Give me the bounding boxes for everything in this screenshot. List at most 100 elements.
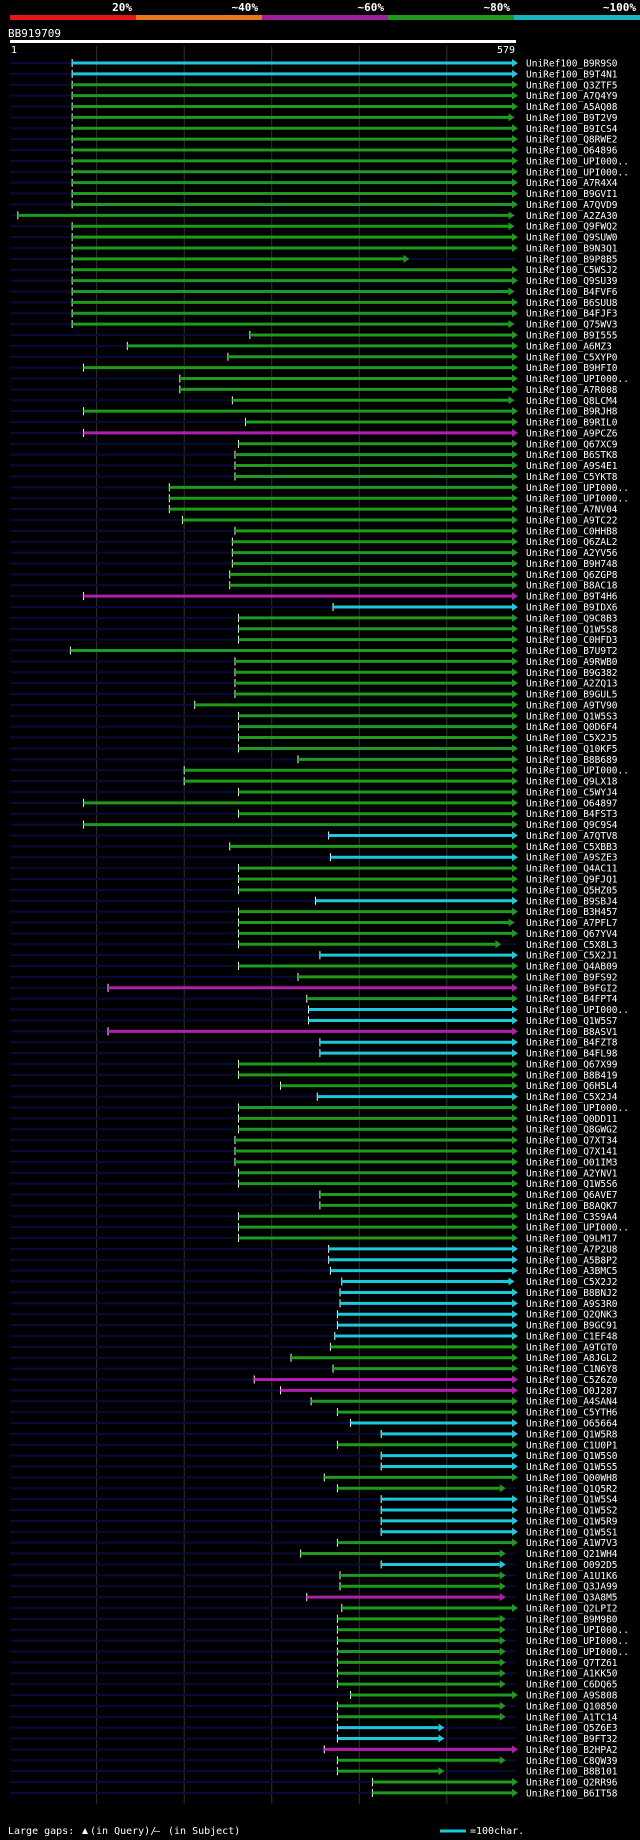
hit-row[interactable]: UniRef100_B9T4N1	[10, 69, 618, 80]
hit-row[interactable]: UniRef100_O0J287	[10, 1386, 618, 1397]
hit-label[interactable]: UniRef100_A7QTV8	[526, 831, 618, 842]
hit-label[interactable]: UniRef100_B2HPA2	[526, 1745, 618, 1756]
hit-label[interactable]: UniRef100_B7U9T2	[526, 646, 618, 657]
hit-label[interactable]: UniRef100_C1EF48	[526, 1331, 618, 1342]
hit-label[interactable]: UniRef100_A9RWB0	[526, 657, 618, 668]
hit-row[interactable]: UniRef100_A9TC22	[10, 515, 618, 526]
hit-label[interactable]: UniRef100_Q4AC11	[526, 864, 618, 875]
hit-row[interactable]: UniRef100_B8ASV1	[10, 1027, 618, 1038]
hit-row[interactable]: UniRef100_A9S3R0	[10, 1299, 618, 1310]
hit-label[interactable]: UniRef100_C0HFD3	[526, 635, 618, 646]
hit-row[interactable]: UniRef100_Q9FWQ2	[10, 222, 618, 233]
hit-label[interactable]: UniRef100_B9R9S0	[526, 59, 618, 70]
hit-row[interactable]: UniRef100_C3S9A4	[10, 1212, 618, 1223]
hit-row[interactable]: UniRef100_Q2QNK3	[10, 1310, 618, 1321]
hit-row[interactable]: UniRef100_C5WSJ2	[10, 265, 618, 276]
hit-label[interactable]: UniRef100_C5X2J5	[526, 733, 618, 744]
hit-row[interactable]: UniRef100_A9SZE3	[10, 853, 618, 864]
hit-label[interactable]: UniRef100_B9T4N1	[526, 69, 618, 80]
hit-label[interactable]: UniRef100_Q2LPI2	[526, 1603, 618, 1614]
hit-row[interactable]: UniRef100_Q7TZ61	[10, 1658, 618, 1669]
hit-label[interactable]: UniRef100_A2ZA30	[526, 211, 618, 222]
hit-label[interactable]: UniRef100_O64896	[526, 146, 618, 157]
hit-label[interactable]: UniRef100_Q1W5R9	[526, 1516, 618, 1527]
hit-label[interactable]: UniRef100_A9TGT0	[526, 1342, 618, 1353]
hit-label[interactable]: UniRef100_B9HFI0	[526, 363, 618, 374]
hit-label[interactable]: UniRef100_Q1W5R8	[526, 1429, 618, 1440]
hit-label[interactable]: UniRef100_Q9FJQ1	[526, 875, 618, 886]
hit-label[interactable]: UniRef100_B9FGI2	[526, 983, 618, 994]
hit-label[interactable]: UniRef100_Q21WH4	[526, 1549, 618, 1560]
hit-label[interactable]: UniRef100_Q1W5S6	[526, 1179, 618, 1190]
hit-label[interactable]: UniRef100_C5Z6Z0	[526, 1375, 618, 1386]
hit-row[interactable]: UniRef100_C1EF48	[10, 1331, 618, 1342]
hit-row[interactable]: UniRef100_A6MZ3	[10, 341, 612, 352]
hit-row[interactable]: UniRef100_B9RJH8	[10, 407, 618, 418]
hit-label[interactable]: UniRef100_B9RIL0	[526, 418, 618, 429]
hit-label[interactable]: UniRef100_A7R4X4	[526, 178, 618, 189]
hit-row[interactable]: UniRef100_B2HPA2	[10, 1745, 618, 1756]
hit-label[interactable]: UniRef100_O01IM3	[526, 1157, 618, 1168]
hit-label[interactable]: UniRef100_Q6ZAL2	[526, 537, 618, 548]
hit-row[interactable]: UniRef100_A1KK50	[10, 1669, 618, 1680]
hit-label[interactable]: UniRef100_A9TC22	[526, 515, 618, 526]
hit-label[interactable]: UniRef100_B9H748	[526, 559, 618, 570]
hit-label[interactable]: UniRef100_B9RJH8	[526, 407, 618, 418]
hit-label[interactable]: UniRef100_B9FT32	[526, 1734, 618, 1745]
hit-row[interactable]: UniRef100_Q6AVE7	[10, 1190, 618, 1201]
hit-label[interactable]: UniRef100_Q9C8B3	[526, 613, 618, 624]
hit-label[interactable]: UniRef100_A2ZQ13	[526, 679, 618, 690]
hit-row[interactable]: UniRef100_C1N6Y8	[10, 1364, 618, 1375]
hit-label[interactable]: UniRef100_Q6ZGP8	[526, 570, 618, 581]
hit-row[interactable]: UniRef100_A9TV90	[10, 700, 618, 711]
hit-row[interactable]: UniRef100_Q9SU39	[10, 276, 618, 287]
hit-row[interactable]: UniRef100_UPI000..	[10, 156, 629, 167]
hit-label[interactable]: UniRef100_B9SBJ4	[526, 896, 618, 907]
hit-label[interactable]: UniRef100_B4FVF6	[526, 287, 618, 298]
hit-label[interactable]: UniRef100_Q1Q5R2	[526, 1484, 618, 1495]
hit-row[interactable]: UniRef100_A1U1K6	[10, 1571, 618, 1582]
hit-row[interactable]: UniRef100_A1TC14	[10, 1712, 618, 1723]
hit-row[interactable]: UniRef100_C5X2J1	[10, 951, 618, 962]
hit-row[interactable]: UniRef100_Q21WH4	[10, 1549, 618, 1560]
hit-row[interactable]: UniRef100_C5Z6Z0	[10, 1375, 618, 1386]
hit-label[interactable]: UniRef100_Q8RWE2	[526, 135, 618, 146]
hit-row[interactable]: UniRef100_B3H457	[10, 907, 618, 918]
hit-row[interactable]: UniRef100_B6STK8	[10, 450, 618, 461]
hit-row[interactable]: UniRef100_Q9C9S4	[10, 820, 618, 831]
hit-row[interactable]: UniRef100_Q9C8B3	[10, 613, 618, 624]
hit-label[interactable]: UniRef100_Q3A8M5	[526, 1593, 618, 1604]
hit-row[interactable]: UniRef100_A7P2U8	[10, 1244, 618, 1255]
hit-row[interactable]: UniRef100_B8AQK7	[10, 1201, 618, 1212]
hit-label[interactable]: UniRef100_C5YTH6	[526, 1408, 618, 1419]
hit-label[interactable]: UniRef100_Q1W5S0	[526, 1451, 618, 1462]
hit-label[interactable]: UniRef100_C1U0P1	[526, 1440, 618, 1451]
hit-label[interactable]: UniRef100_B9N3Q1	[526, 243, 618, 254]
hit-label[interactable]: UniRef100_C5XYP0	[526, 352, 618, 363]
hit-label[interactable]: UniRef100_Q9SU39	[526, 276, 618, 287]
hit-label[interactable]: UniRef100_Q2RR96	[526, 1778, 618, 1789]
hit-label[interactable]: UniRef100_A5AQ08	[526, 102, 618, 113]
hit-label[interactable]: UniRef100_Q9LX18	[526, 777, 618, 788]
hit-row[interactable]: UniRef100_Q9LM17	[10, 1234, 618, 1245]
hit-label[interactable]: UniRef100_B8ASV1	[526, 1027, 618, 1038]
hit-label[interactable]: UniRef100_C5X8L3	[526, 940, 618, 951]
hit-row[interactable]: UniRef100_B8B419	[10, 1070, 618, 1081]
hit-label[interactable]: UniRef100_B9GVI1	[526, 189, 618, 200]
hit-label[interactable]: UniRef100_Q7XT34	[526, 1136, 618, 1147]
hit-row[interactable]: UniRef100_Q1W5S3	[10, 711, 618, 722]
hit-row[interactable]: UniRef100_B7U9T2	[10, 646, 618, 657]
hit-row[interactable]: UniRef100_Q5Z6E3	[10, 1723, 618, 1734]
hit-row[interactable]: UniRef100_Q6ZGP8	[10, 570, 618, 581]
hit-row[interactable]: UniRef100_O65664	[10, 1419, 618, 1430]
hit-label[interactable]: UniRef100_C5YKT8	[526, 472, 618, 483]
hit-label[interactable]: UniRef100_Q9SUW0	[526, 233, 618, 244]
hit-label[interactable]: UniRef100_B8B101	[526, 1767, 618, 1778]
hit-label[interactable]: UniRef100_C3S9A4	[526, 1212, 618, 1223]
hit-label[interactable]: UniRef100_A1W7V3	[526, 1538, 618, 1549]
hit-row[interactable]: UniRef100_O092D5	[10, 1560, 618, 1571]
hit-row[interactable]: UniRef100_B9M9B0	[10, 1614, 618, 1625]
hit-label[interactable]: UniRef100_C5X2J2	[526, 1277, 618, 1288]
hit-label[interactable]: UniRef100_Q9FWQ2	[526, 222, 618, 233]
hit-label[interactable]: UniRef100_Q67X99	[526, 1059, 618, 1070]
